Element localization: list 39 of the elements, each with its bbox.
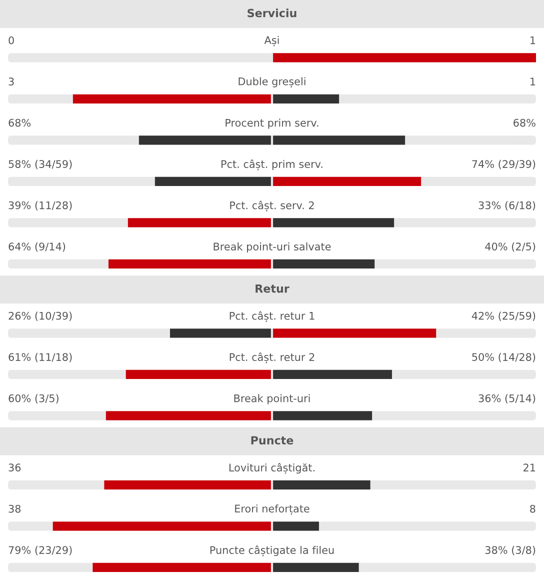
category-label: Pct. câșt. prim serv. bbox=[222, 160, 322, 170]
data-label: 74% (29/39) bbox=[472, 160, 536, 170]
data-label: 21 bbox=[524, 464, 536, 472]
data-label: 39% (11/28) bbox=[8, 201, 72, 210]
text: Retur bbox=[256, 284, 290, 293]
data-label: 26% (10/39) bbox=[8, 312, 72, 321]
data-label: 8 bbox=[530, 504, 536, 513]
data-label: 38% (3/8) bbox=[485, 546, 536, 556]
category-label: Pct. câșt. serv. 2 bbox=[230, 200, 314, 212]
data-label: 33% (6/18) bbox=[478, 201, 536, 210]
text: Serviciu bbox=[248, 8, 296, 18]
data-label: 68% bbox=[8, 118, 31, 127]
data-label: 64% (9/14) bbox=[8, 242, 66, 252]
data-label: 36% (5/14) bbox=[478, 394, 536, 404]
data-label: 38 bbox=[8, 504, 21, 513]
data-label: 1 bbox=[530, 78, 536, 86]
category-label: Erori neforțate bbox=[235, 504, 310, 515]
data-label: 3 bbox=[8, 78, 14, 86]
data-label: 36 bbox=[8, 464, 21, 472]
category-label: Break point-uri bbox=[234, 394, 310, 404]
category-label: Puncte câștigate la fileu bbox=[210, 546, 334, 556]
data-label: 61% (11/18) bbox=[8, 352, 72, 362]
category-label: Pct. câșt. retur 1 bbox=[230, 311, 314, 322]
category-label: Procent prim serv. bbox=[226, 118, 318, 129]
data-label: 50% (14/28) bbox=[472, 352, 536, 362]
data-label: 40% (2/5) bbox=[485, 242, 536, 252]
category-label: Pct. câșt. retur 2 bbox=[230, 352, 314, 364]
data-label: 42% (25/59) bbox=[472, 312, 536, 321]
data-label: 60% (3/5) bbox=[8, 394, 58, 404]
category-label: Ași bbox=[264, 36, 279, 46]
category-label: Break point-uri salvate bbox=[214, 242, 331, 252]
category-label: Duble greșeli bbox=[238, 77, 306, 88]
data-label: 0 bbox=[8, 36, 14, 44]
text: Puncte bbox=[251, 436, 294, 444]
data-label: 1 bbox=[530, 36, 536, 44]
data-label: 58% (34/59) bbox=[8, 160, 72, 170]
data-label: 68% bbox=[514, 118, 536, 127]
category-label: Lovituri câștigăt. bbox=[229, 463, 314, 474]
data-label: 79% (23/29) bbox=[8, 546, 72, 556]
